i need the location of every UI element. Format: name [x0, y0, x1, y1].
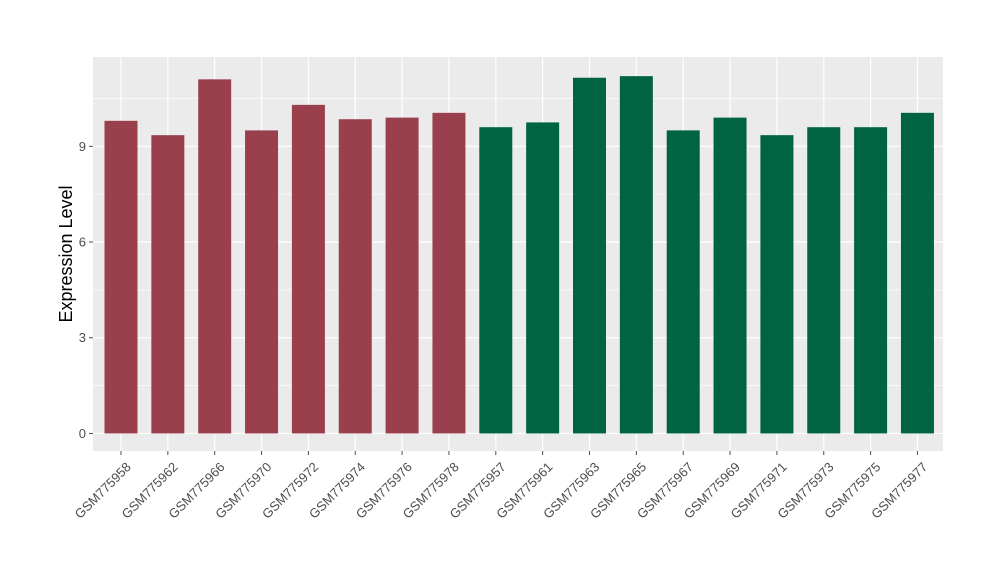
bar-GSM775965: [619, 76, 653, 434]
bar-GSM775978: [432, 112, 466, 434]
y-tick-label: 6: [79, 235, 86, 250]
bar-GSM775967: [666, 130, 700, 434]
bars: [104, 76, 934, 434]
bar-GSM775975: [854, 127, 888, 434]
bar-GSM775971: [760, 135, 794, 434]
bar-GSM775972: [291, 104, 325, 434]
bar-GSM775958: [104, 120, 138, 434]
bar-GSM775973: [807, 127, 841, 434]
bar-GSM775957: [479, 127, 513, 434]
bar-GSM775962: [151, 135, 185, 434]
bar-GSM775966: [198, 79, 232, 434]
y-axis: 0 3 6 9: [79, 139, 93, 441]
y-tick-label: 0: [79, 426, 86, 441]
y-tick-label: 9: [79, 139, 86, 154]
bar-GSM775974: [338, 119, 372, 434]
bar-GSM775970: [245, 130, 279, 434]
y-tick-label: 3: [79, 330, 86, 345]
bar-GSM775969: [713, 117, 747, 434]
bar-GSM775977: [900, 112, 934, 434]
bar-GSM775963: [573, 77, 606, 434]
x-axis: GSM775958GSM775962GSM775966GSM775970GSM7…: [72, 451, 930, 522]
y-axis-title: Expression Level: [56, 185, 76, 322]
bar-GSM775961: [526, 122, 560, 434]
bar-GSM775976: [385, 117, 419, 434]
